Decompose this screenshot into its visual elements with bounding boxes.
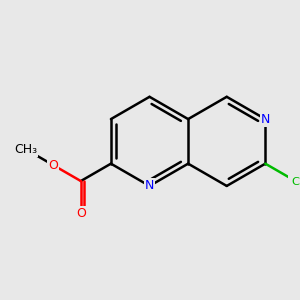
- Text: Cl: Cl: [291, 177, 300, 187]
- Text: O: O: [76, 206, 86, 220]
- Text: N: N: [261, 112, 270, 126]
- Text: CH₃: CH₃: [14, 142, 37, 156]
- Text: O: O: [48, 158, 58, 172]
- Text: N: N: [145, 179, 154, 192]
